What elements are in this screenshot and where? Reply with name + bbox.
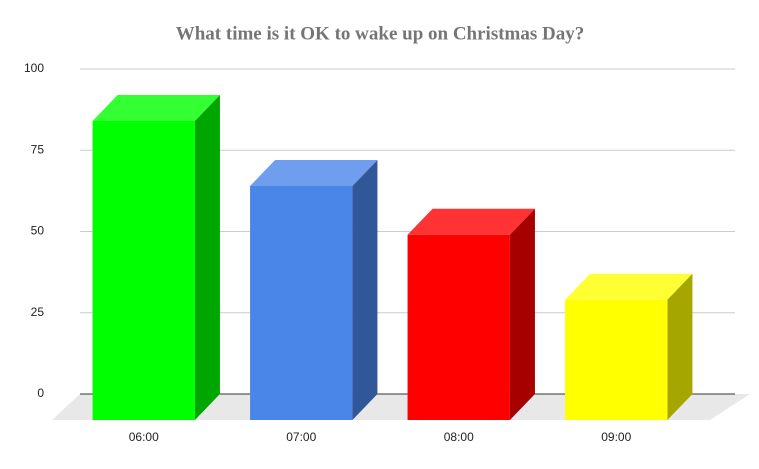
bar [407, 234, 510, 420]
bar-top [407, 208, 535, 235]
y-tick-label: 25 [31, 305, 45, 319]
x-tick-label: 07:00 [286, 430, 316, 444]
x-tick-label: 08:00 [444, 430, 474, 444]
bar [92, 121, 195, 420]
x-tick-label: 09:00 [601, 430, 631, 444]
bar [250, 186, 353, 420]
bar-side [352, 160, 378, 420]
bar-side [509, 208, 535, 420]
bar [565, 299, 668, 420]
bar-side [194, 95, 220, 420]
bar-top [92, 95, 220, 121]
bar-top [565, 273, 693, 300]
bar-top [250, 160, 378, 186]
bar-side [667, 273, 693, 420]
chart-title: What time is it OK to wake up on Christm… [176, 23, 585, 44]
y-tick-label: 50 [31, 224, 45, 238]
y-tick-label: 100 [24, 61, 44, 75]
y-tick-label: 0 [37, 386, 44, 400]
y-tick-label: 75 [31, 142, 45, 156]
x-tick-label: 06:00 [129, 430, 159, 444]
